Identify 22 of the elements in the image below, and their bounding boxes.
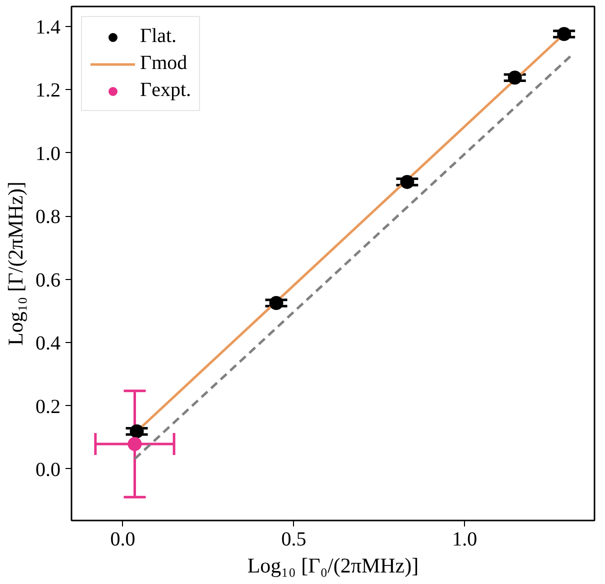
x-tick-label: 0.5 (281, 528, 306, 550)
point (269, 296, 284, 310)
x-tick-label: 1.0 (452, 528, 478, 550)
legend-label: Γmod (140, 52, 188, 75)
point (400, 174, 414, 189)
x-axis-title: Log₁₀ [Γ₀/(2πMHz)] (247, 554, 419, 578)
point (508, 70, 522, 85)
y-tick-label: 1.4 (36, 16, 60, 38)
point (557, 27, 572, 41)
y-tick-label: 0.0 (36, 458, 60, 481)
x-tick-label: 0.0 (110, 528, 136, 550)
y-tick-label: 0.2 (36, 396, 60, 418)
y-tick-label: 0.4 (36, 332, 60, 355)
y-tick-label: 0.8 (36, 206, 60, 228)
legend-label: Γlat. (140, 25, 177, 48)
y-tick-label: 1.0 (36, 142, 60, 165)
y-tick-label: 1.2 (36, 80, 60, 102)
y-axis-title: Log₁₀ [Γ/(2πMHz)] (4, 182, 28, 346)
point (128, 437, 142, 451)
y-tick-label: 0.6 (36, 269, 60, 292)
legend-label: Γexpt. (140, 79, 191, 102)
point (130, 424, 144, 438)
